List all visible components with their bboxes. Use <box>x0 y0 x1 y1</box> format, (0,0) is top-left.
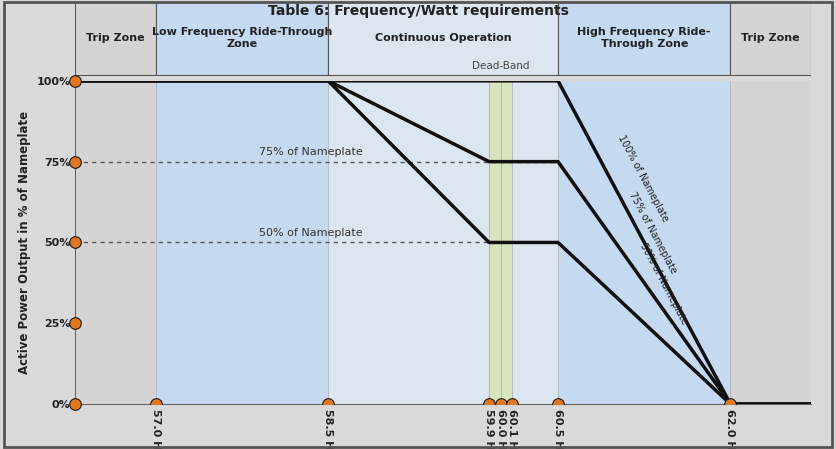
Text: High Frequency Ride-
Through Zone: High Frequency Ride- Through Zone <box>578 27 711 49</box>
Point <box>149 401 162 408</box>
Point <box>69 320 82 327</box>
Bar <box>155 81 328 404</box>
Text: Continuous Operation: Continuous Operation <box>375 33 512 43</box>
Bar <box>489 81 512 404</box>
Text: 75% of Nameplate: 75% of Nameplate <box>627 190 679 275</box>
FancyBboxPatch shape <box>75 1 155 75</box>
Text: 50% of Nameplate: 50% of Nameplate <box>259 228 363 238</box>
Point <box>69 239 82 246</box>
FancyBboxPatch shape <box>329 1 558 75</box>
Bar <box>558 81 731 404</box>
Point <box>69 77 82 84</box>
Text: Low Frequency Ride-Through
Zone: Low Frequency Ride-Through Zone <box>151 27 332 49</box>
FancyBboxPatch shape <box>155 1 329 75</box>
Text: Table 6: Frequency/Watt requirements: Table 6: Frequency/Watt requirements <box>268 4 568 18</box>
Bar <box>731 81 811 404</box>
Point <box>551 401 564 408</box>
FancyBboxPatch shape <box>731 1 811 75</box>
Text: 50% of Nameplate: 50% of Nameplate <box>639 242 690 326</box>
Text: Trip Zone: Trip Zone <box>86 33 145 43</box>
Point <box>69 401 82 408</box>
Point <box>494 401 507 408</box>
Bar <box>75 81 155 404</box>
Text: 75% of Nameplate: 75% of Nameplate <box>259 147 363 157</box>
Point <box>69 158 82 165</box>
Point <box>482 401 496 408</box>
FancyBboxPatch shape <box>558 1 731 75</box>
Point <box>322 401 335 408</box>
Text: 100% of Nameplate: 100% of Nameplate <box>615 133 670 223</box>
Bar <box>329 81 558 404</box>
Text: Trip Zone: Trip Zone <box>742 33 800 43</box>
Text: Dead-Band: Dead-Band <box>472 61 529 71</box>
Y-axis label: Active Power Output in % of Nameplate: Active Power Output in % of Nameplate <box>18 111 31 374</box>
Point <box>506 401 519 408</box>
Point <box>724 401 737 408</box>
